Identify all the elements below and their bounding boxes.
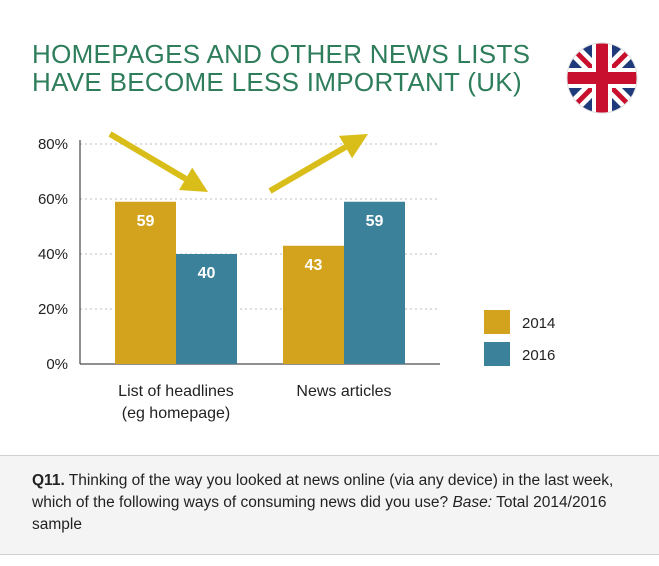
legend-swatch-2014 — [484, 310, 510, 334]
y-tick-label-60: 60% — [38, 191, 68, 208]
bar-2014-0 — [115, 201, 176, 364]
category-label-0-0: List of headlines — [118, 383, 234, 400]
base-text: Total 2014/2016 sample — [32, 494, 607, 533]
question-text: Thinking of the way you looked at news o… — [32, 472, 614, 511]
category-label-0-1: (eg homepage) — [122, 405, 231, 422]
data-label-2014-0: 59 — [137, 213, 155, 230]
y-tick-label-0: 0% — [46, 356, 68, 373]
union-jack-flag-icon — [566, 42, 638, 114]
y-tick-label-20: 20% — [38, 301, 68, 318]
base-label: Base: — [452, 494, 493, 511]
bar-2016-1 — [344, 201, 405, 364]
question-note-panel: Q11. Thinking of the way you looked at n… — [0, 455, 659, 555]
bar-2016-0 — [176, 254, 237, 364]
data-label-2014-1: 43 — [305, 257, 323, 274]
y-tick-label-80: 80% — [38, 136, 68, 153]
increase-arrow-head — [338, 134, 368, 159]
bar-2014-1 — [283, 245, 344, 364]
chart-title: HOMEPAGES AND OTHER NEWS LISTS HAVE BECO… — [32, 40, 552, 96]
legend-swatch-2016 — [484, 342, 510, 366]
legend-label-2016: 2016 — [522, 347, 555, 364]
data-label-2016-0: 40 — [198, 265, 216, 282]
legend-label-2014: 2014 — [522, 315, 555, 332]
data-label-2016-1: 59 — [366, 213, 384, 230]
bar-chart: 0% 20% 40% 60% 80% 59 40 List of headlines (eg h… — [38, 131, 555, 422]
decrease-arrow-shaft — [108, 131, 188, 182]
question-label: Q11. — [32, 472, 65, 489]
chart-title-line-2: HAVE BECOME LESS IMPORTANT (UK) — [32, 67, 522, 97]
decrease-arrow-head — [179, 167, 208, 192]
y-tick-label-40: 40% — [38, 246, 68, 263]
chart-title-line-1: HOMEPAGES AND OTHER NEWS LISTS — [32, 39, 531, 69]
increase-arrow-shaft — [268, 144, 348, 194]
category-label-1-0: News articles — [296, 383, 391, 400]
question-note: Q11. Thinking of the way you looked at n… — [32, 470, 642, 536]
